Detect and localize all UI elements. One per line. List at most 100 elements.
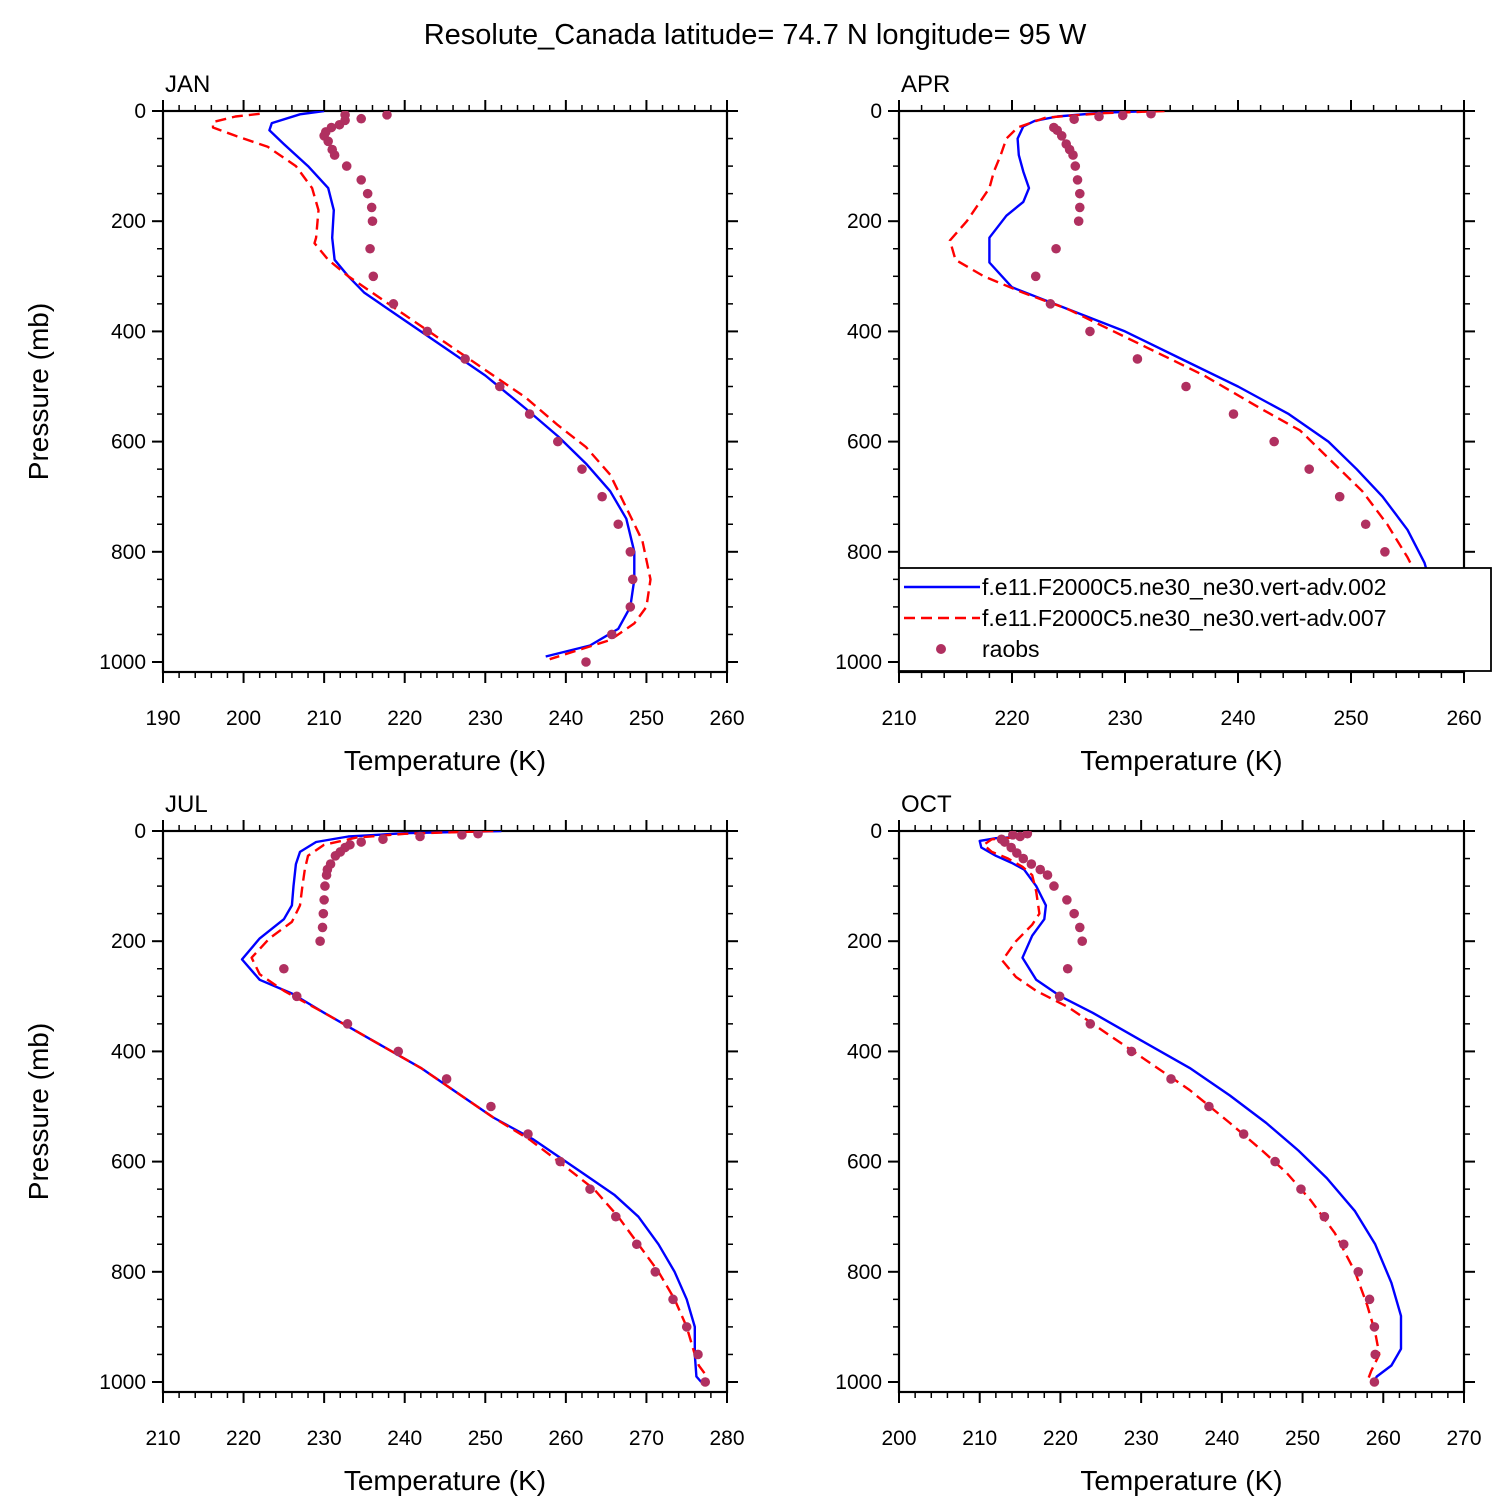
series-raobs-point [1370,1349,1381,1360]
y-tick-label: 200 [847,930,882,953]
series-raobs-point [388,299,399,309]
x-tick-label: 230 [468,707,503,730]
plot-area [978,831,1403,1387]
series-raobs-point [1380,547,1390,557]
series-raobs-point [1334,491,1345,502]
x-axis-title: Temperature (K) [344,1465,546,1496]
x-tick-label: 260 [1366,1427,1401,1450]
plot-frame [161,829,729,1394]
series-raobs-point [1353,1267,1364,1277]
series-raobs-point [341,161,352,171]
series-raobs-point [1296,1184,1306,1194]
y-axis-title: Pressure (mb) [23,303,54,480]
legend: f.e11.F2000C5.ne30_ne30.vert-adv.002 f.e1… [898,567,1492,672]
series-raobs-point [457,831,467,840]
legend-label: f.e11.F2000C5.ne30_ne30.vert-adv.007 [982,605,1387,631]
y-tick-label: 600 [111,431,146,454]
x-tick-label: 210 [962,1427,997,1450]
series-raobs-point [999,837,1010,847]
series-raobs-point [627,574,638,585]
series-raobs-point [1069,114,1079,125]
series-raobs-point [356,175,367,185]
x-tick-label: 210 [145,1427,180,1450]
series-raobs-point [577,464,587,474]
y-tick-label: 0 [134,820,146,843]
series-raobs-point [1022,831,1033,839]
y-tick-label: 200 [111,930,146,953]
y-tick-label: 800 [111,1261,146,1284]
legend-box [898,567,1492,672]
legend-label: raobs [982,636,1040,662]
plot-area [211,111,652,667]
series-raobs-point [1072,175,1083,185]
series-raobs-point [1077,936,1088,946]
series-raobs-point [555,1156,566,1167]
series-raobs-point [606,629,617,640]
series-raobs-point [494,381,505,392]
x-tick-label: 280 [709,1427,744,1450]
x-tick-label: 230 [1107,707,1142,730]
y-tick-label: 400 [111,320,146,343]
series-raobs-point [611,1211,621,1222]
series-raobs-point [1075,188,1085,199]
series-raobs-point [1049,881,1059,891]
panel-apr: APR 210 220 230 240 250 260 0 200 400 600 800 1000 Te… [835,71,1481,776]
series-raobs-point [631,1239,642,1250]
series-raobs-point [460,354,470,364]
figure-title: Resolute_Canada latitude= 74.7 N longitu… [424,19,1087,51]
series-raobs-point [1364,1294,1375,1305]
panel-label: OCT [901,791,952,818]
series-raobs-point [415,831,425,842]
y-tick-label: 800 [847,541,882,564]
series-raobs-point [1035,864,1046,875]
series-raobs-point [1073,216,1084,226]
x-tick-label: 210 [307,707,342,730]
x-tick-label: 240 [387,1427,422,1450]
y-tick-label: 200 [847,210,882,233]
series-raobs-point [378,834,388,845]
series-vert-adv-007-line [250,831,708,1378]
x-tick-label: 250 [1285,1427,1320,1450]
x-tick-label: 270 [1446,1427,1481,1450]
y-tick-label: 600 [847,431,882,454]
y-tick-label: 1000 [835,1371,882,1394]
panel-jul: JUL 210 220 230 240 250 260 270 280 0 200 400 600 800… [23,791,745,1496]
y-tick-label: 0 [870,820,882,843]
series-raobs-point [315,936,325,946]
y-tick-label: 0 [134,100,146,123]
series-raobs-point [1269,436,1279,447]
series-raobs-point [356,113,367,124]
y-tick-label: 800 [847,1261,882,1284]
x-tick-label: 200 [226,707,261,730]
panels: JAN 190 200 210 220 230 240 250 260 0 200 400 600 800… [23,71,1482,1496]
series-raobs-point [329,150,340,160]
series-raobs-point [321,870,332,880]
series-raobs-point [1042,870,1053,880]
series-raobs-point [473,831,483,839]
x-tick-label: 240 [1204,1427,1239,1450]
series-vert-adv-002-line [978,835,1403,1383]
series-raobs-point [625,547,636,557]
series-raobs-point [486,1101,496,1112]
series-raobs-point [585,1184,595,1194]
series-raobs-point [1181,381,1191,392]
series-raobs-point [1304,464,1314,474]
series-raobs-point [613,519,624,530]
series-vert-adv-007-line [982,836,1381,1383]
series-raobs-point [1369,1322,1380,1332]
x-axis-title: Temperature (K) [344,745,546,776]
series-raobs-point [523,1129,533,1139]
series-raobs-point [625,602,636,612]
series-raobs-point [320,881,330,891]
series-raobs-point [1070,161,1081,171]
series-raobs-point [367,216,378,226]
series-raobs-point [1008,831,1018,840]
x-tick-label: 210 [881,707,916,730]
series-raobs-point [323,136,333,147]
series-raobs-point [1069,908,1079,919]
series-raobs-point [1085,326,1095,337]
panel-label: JAN [165,71,210,98]
y-tick-label: 1000 [99,1371,146,1394]
series-raobs-point [317,922,328,933]
